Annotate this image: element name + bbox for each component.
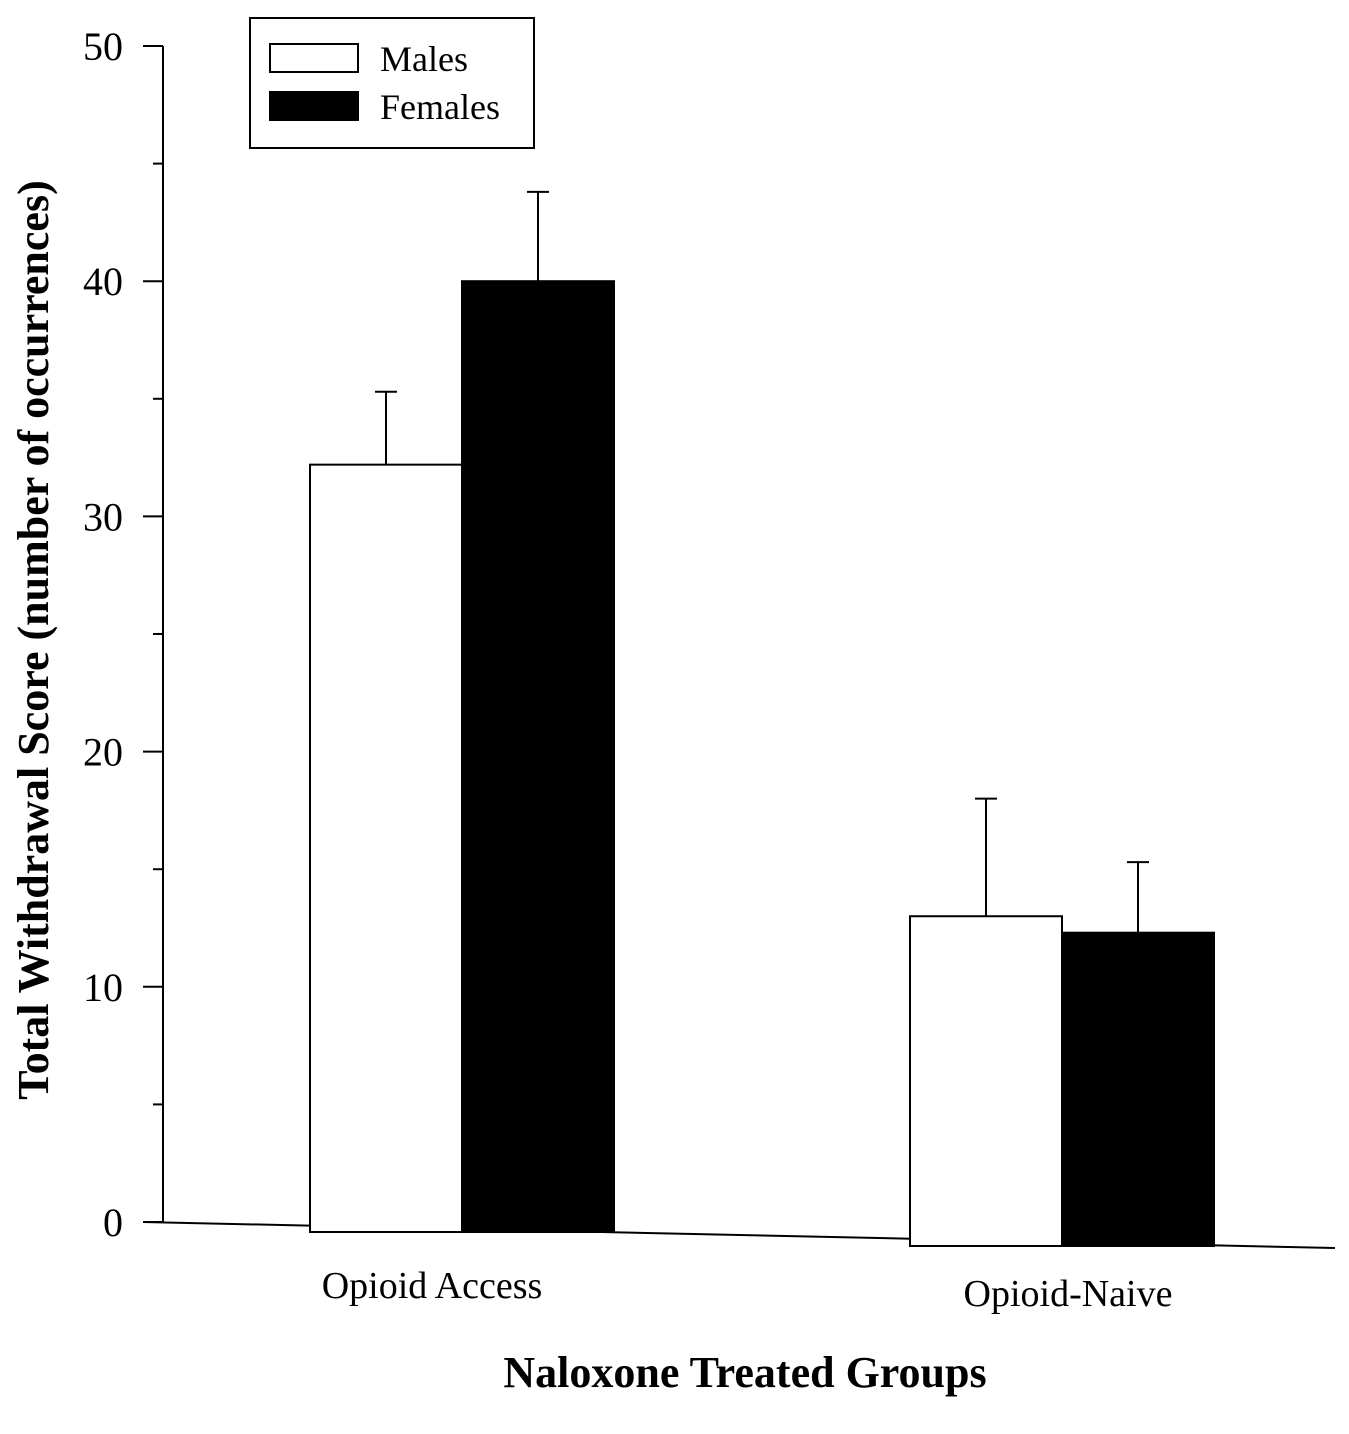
bar-females-2 xyxy=(1061,931,1215,1247)
legend-label-females: Females xyxy=(380,87,500,127)
y-tick-label: 10 xyxy=(83,965,123,1010)
legend-swatch-males xyxy=(269,43,359,73)
y-tick-label: 40 xyxy=(83,259,123,304)
error-bars xyxy=(375,190,1149,933)
bar-females-1 xyxy=(461,280,615,1233)
bars xyxy=(309,280,1215,1247)
legend: Males Females xyxy=(249,17,535,149)
legend-label-males: Males xyxy=(380,39,468,79)
legend-box xyxy=(249,17,535,149)
category-labels: Opioid Access Opioid-Naive xyxy=(322,1265,1173,1315)
legend-swatch-females xyxy=(269,91,359,121)
y-tick-label: 50 xyxy=(83,24,123,69)
x-axis-title: Naloxone Treated Groups xyxy=(503,1348,986,1397)
category-label: Opioid-Naive xyxy=(964,1273,1173,1315)
y-axis-title: Total Withdrawal Score (number of occurr… xyxy=(9,180,58,1099)
y-tick-label: 0 xyxy=(103,1200,123,1245)
y-ticks: 0 10 20 30 40 50 xyxy=(83,24,163,1245)
bar-males-1 xyxy=(309,463,463,1233)
y-tick-label: 20 xyxy=(83,730,123,775)
category-label: Opioid Access xyxy=(322,1265,543,1307)
bar-males-2 xyxy=(909,915,1063,1247)
y-tick-label: 30 xyxy=(83,494,123,539)
